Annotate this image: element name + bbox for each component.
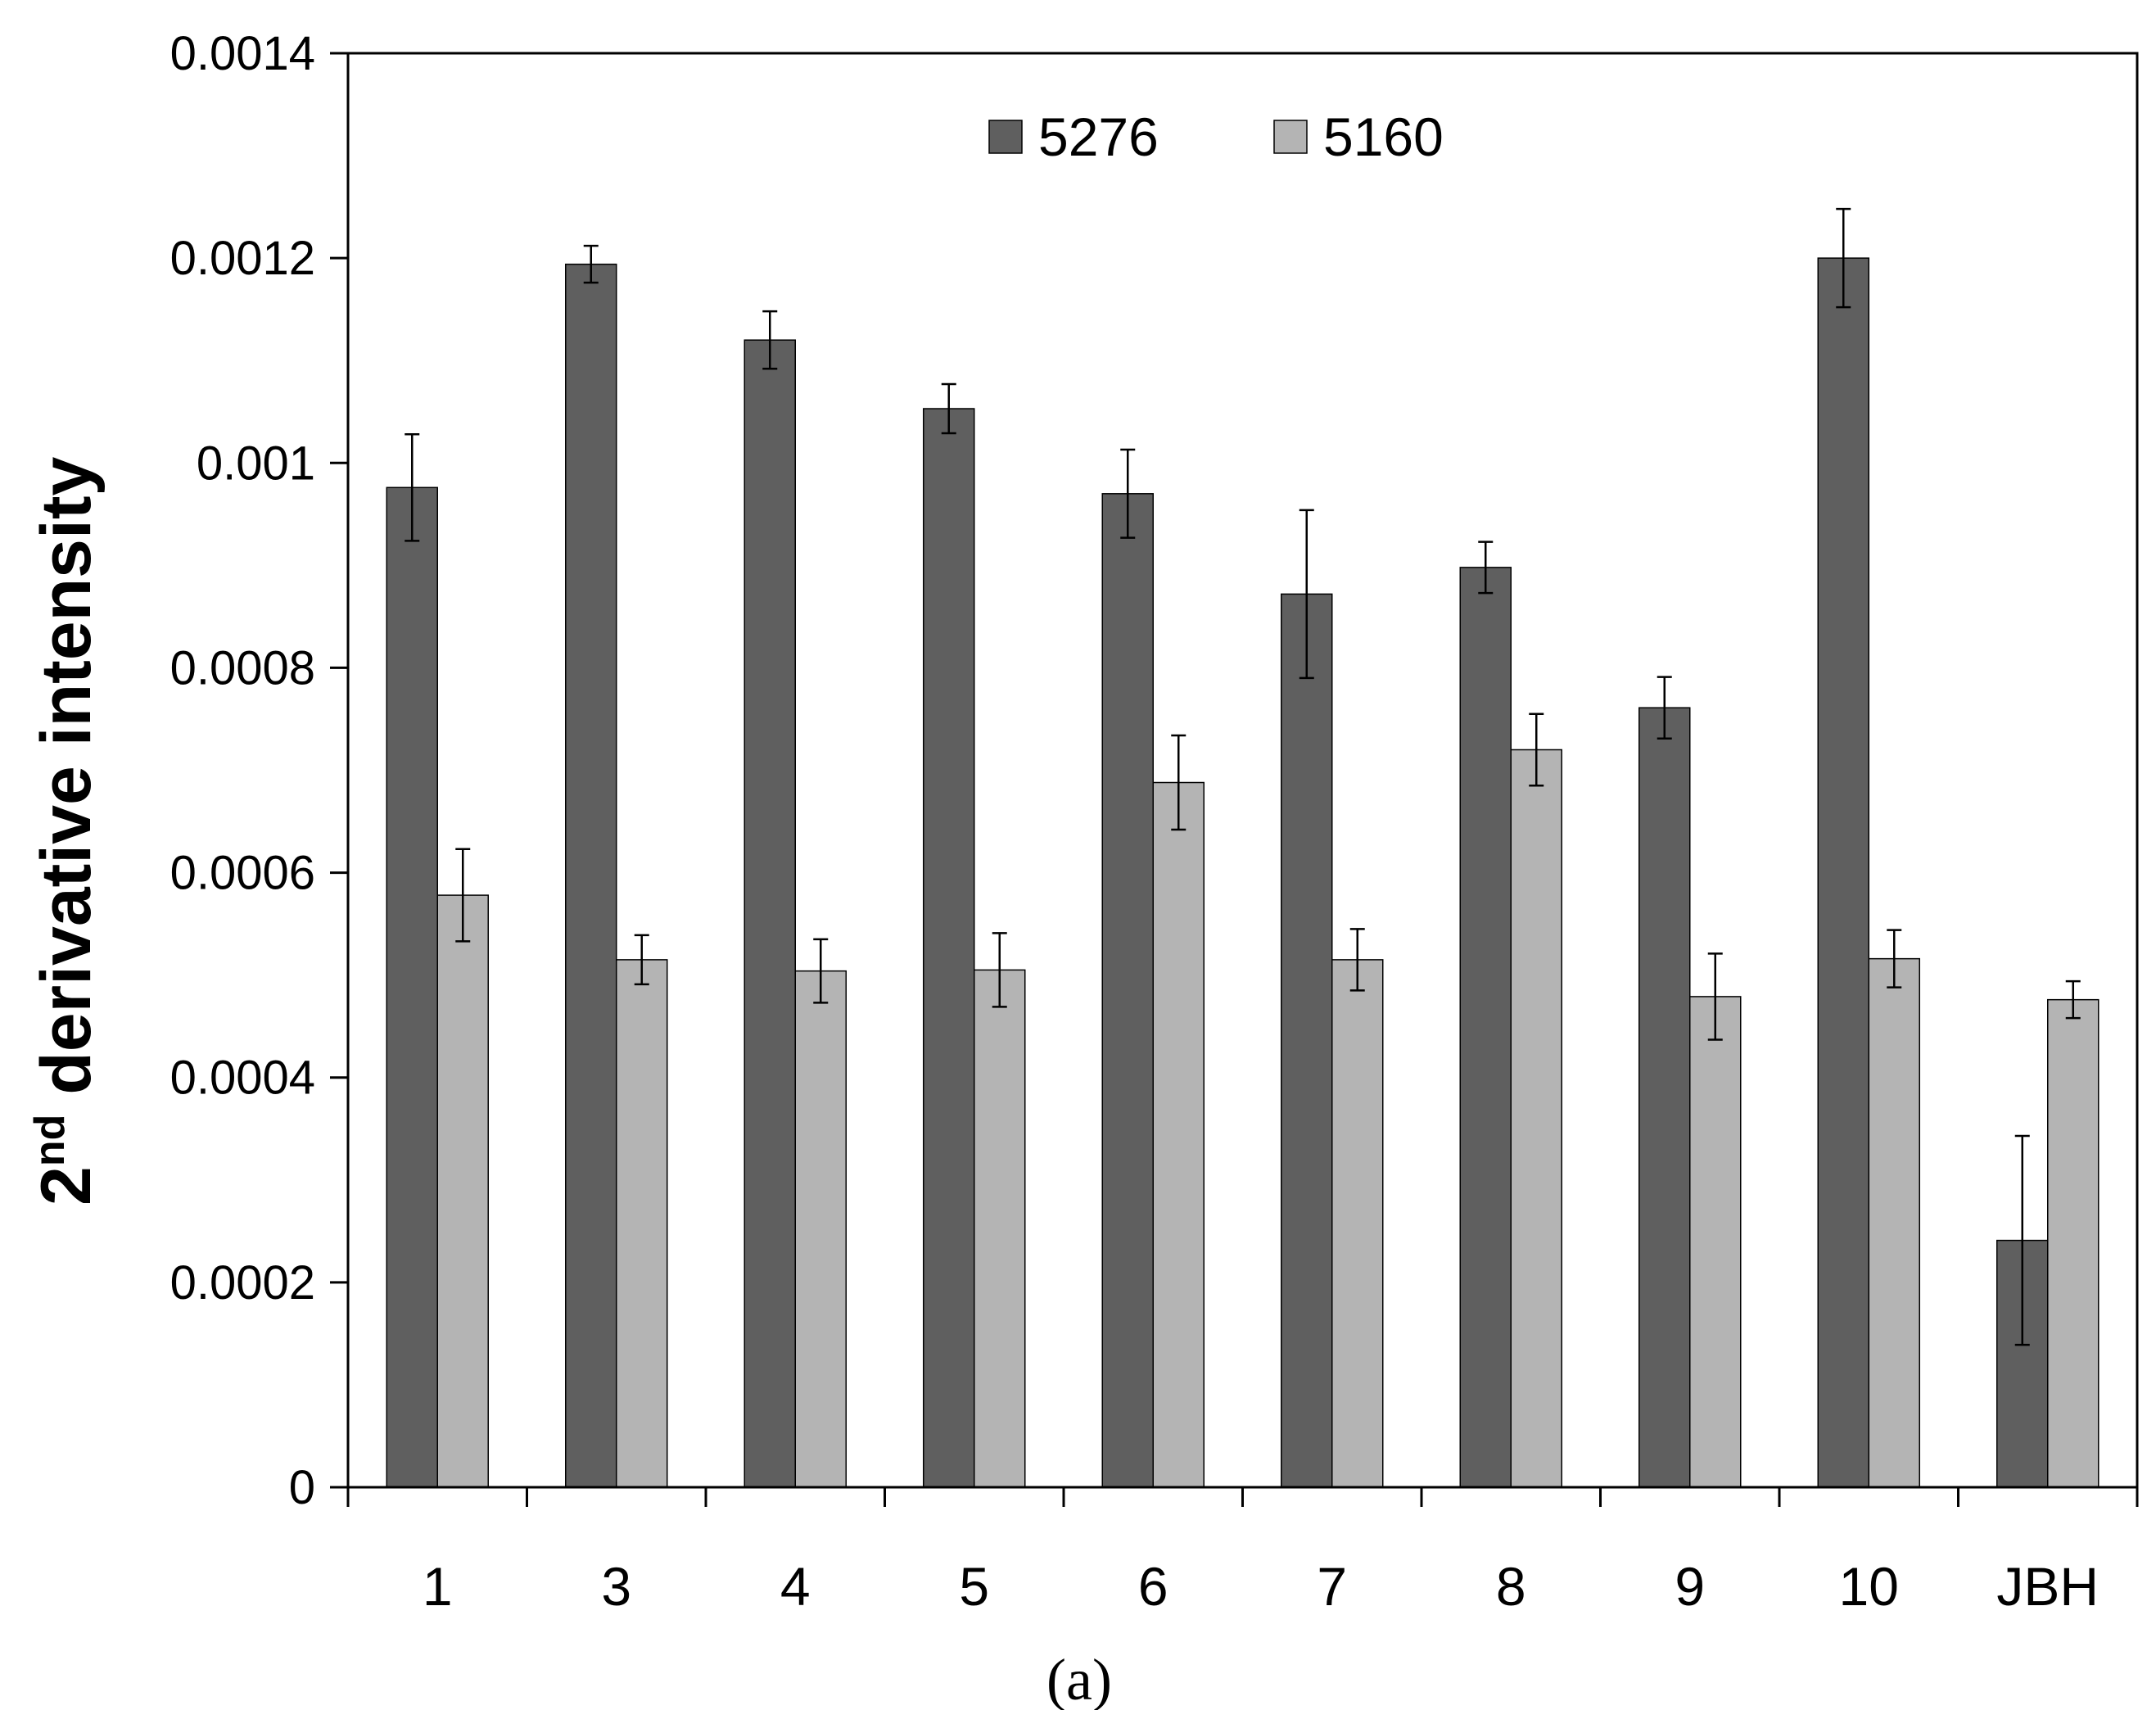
legend-swatch-5276 <box>988 120 1023 154</box>
bar-5160-6 <box>1152 781 1205 1488</box>
bar-5160-9 <box>1689 996 1742 1488</box>
bars-layer <box>386 257 2100 1488</box>
bar-5160-3 <box>616 959 668 1488</box>
bar-5160-4 <box>794 970 847 1488</box>
bar-5276-1 <box>386 486 438 1488</box>
x-tick-label-7: 7 <box>1317 1556 1347 1617</box>
x-tick-label-8: 8 <box>1496 1556 1526 1617</box>
bar-5276-3 <box>565 263 617 1488</box>
y-axis-title-main: 2 <box>27 1166 106 1206</box>
legend: 5276 5160 <box>988 106 1444 167</box>
y-tick-label-0.0004: 0.0004 <box>170 1052 315 1105</box>
bar-5276-7 <box>1281 593 1333 1488</box>
x-tick-label-5: 5 <box>959 1556 989 1617</box>
bar-5276-6 <box>1101 493 1154 1488</box>
x-axis: 1 3 4 5 6 7 8 9 10 JBH <box>346 1487 2139 1617</box>
legend-label-5276: 5276 <box>1038 106 1159 167</box>
x-tick-label-4: 4 <box>780 1556 811 1617</box>
y-tick-label-0.0008: 0.0008 <box>170 641 315 694</box>
x-tick-label-9: 9 <box>1675 1556 1705 1617</box>
y-axis-title-superscript: nd <box>26 1115 74 1167</box>
x-tick-label-JBH: JBH <box>1996 1556 2099 1617</box>
y-axis-title-rest: derivative intensity <box>27 456 106 1114</box>
bar-5276-8 <box>1459 567 1512 1488</box>
legend-label-5160: 5160 <box>1323 106 1444 167</box>
y-axis-title: 2nd derivative intensity <box>26 456 106 1206</box>
x-tick-label-1: 1 <box>423 1556 453 1617</box>
y-axis: 0 0.0002 0.0004 0.0006 0.0008 0.001 0.0012 0.00… <box>170 27 348 1514</box>
x-tick-label-10: 10 <box>1839 1556 1899 1617</box>
bar-5276-9 <box>1638 707 1691 1488</box>
error-bars-layer <box>405 207 2081 1346</box>
bar-5160-1 <box>436 894 489 1488</box>
bar-5276-10 <box>1817 257 1869 1488</box>
x-tick-label-6: 6 <box>1138 1556 1168 1617</box>
bar-5160-8 <box>1510 749 1562 1488</box>
figure-caption: (a) <box>1046 1647 1112 1710</box>
bar-5276-4 <box>744 339 796 1488</box>
bar-5160-7 <box>1331 959 1384 1488</box>
bar-5276-5 <box>923 408 975 1488</box>
bar-5160-5 <box>974 969 1026 1488</box>
y-tick-label-0: 0 <box>289 1461 315 1514</box>
y-tick-label-0.0012: 0.0012 <box>170 232 315 285</box>
bar-5160-10 <box>1868 957 1920 1488</box>
y-tick-label-0.0006: 0.0006 <box>170 847 315 900</box>
y-tick-label-0.0014: 0.0014 <box>170 27 315 80</box>
bar-5160-JBH <box>2047 998 2100 1488</box>
x-tick-label-3: 3 <box>601 1556 631 1617</box>
legend-swatch-5160 <box>1273 120 1308 154</box>
y-tick-label-0.001: 0.001 <box>197 437 315 490</box>
y-tick-label-0.0002: 0.0002 <box>170 1256 315 1310</box>
